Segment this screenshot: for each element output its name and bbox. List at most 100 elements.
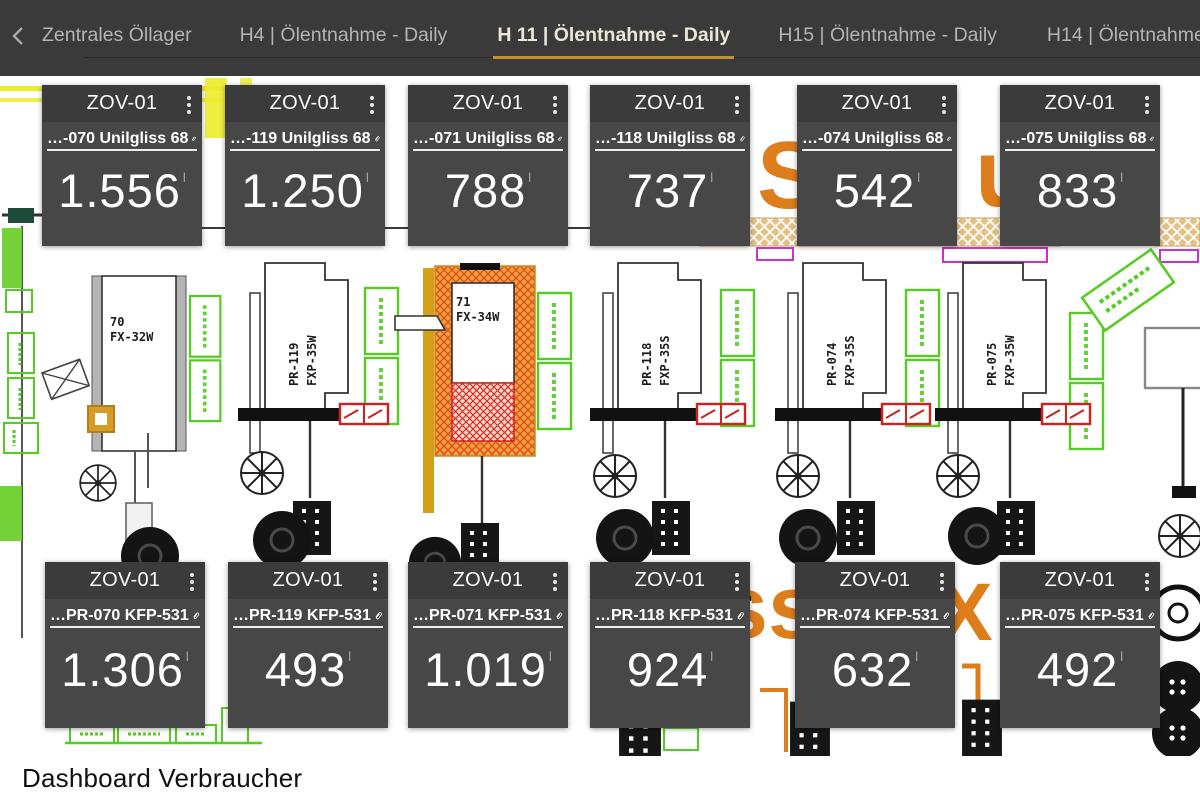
tab-h14-oelentnahme[interactable]: H14 | Ölentnahme - Daily (1046, 24, 1200, 46)
tile-link-label: …-071 Unilgliss 68 (413, 130, 555, 147)
tilted-green-tag (1080, 247, 1176, 333)
machine-pr119-fxp35w: PR-119 FXP-35W (238, 262, 400, 571)
tile-link-label: …PR-118 KFP-531 (595, 607, 733, 624)
tile-link[interactable]: …PR-070 KFP-531 (50, 607, 200, 628)
tile-unit: l (915, 649, 919, 664)
tile-header[interactable]: ZOV-01 (408, 85, 568, 122)
tile-link[interactable]: …PR-119 KFP-531 (233, 607, 383, 628)
tile-link[interactable]: …-071 Unilgliss 68 (413, 130, 563, 151)
tile-link[interactable]: …-119 Unilgliss 68 (230, 130, 380, 151)
tile-value-number: 1.019 (424, 643, 547, 696)
tile-value: 924 l (590, 646, 750, 693)
tile-link[interactable]: …-118 Unilgliss 68 (595, 130, 745, 151)
paperclip-icon (947, 136, 952, 142)
tab-h11-oelentnahme-active[interactable]: H 11 | Ölentnahme - Daily (493, 24, 735, 59)
tile-value-number: 1.306 (61, 643, 184, 696)
tile-link[interactable]: …-075 Unilgliss 68 (1005, 130, 1155, 151)
tile-header[interactable]: ZOV-01 (590, 562, 750, 599)
tile-link-label: …-119 Unilgliss 68 (230, 130, 371, 147)
kebab-menu-icon[interactable] (1143, 92, 1151, 118)
kpi-tile-bottom-1: ZOV-01 …PR-070 KFP-531 1.306 l (45, 562, 205, 728)
paperclip-icon (1148, 612, 1154, 620)
svg-text:PR-119: PR-119 (287, 343, 301, 386)
kebab-menu-icon[interactable] (938, 569, 946, 595)
paperclip-icon (374, 136, 380, 142)
tile-header[interactable]: ZOV-01 (228, 562, 388, 599)
tab-zentrales-oellager[interactable]: Zentrales Öllager (42, 24, 192, 46)
kebab-menu-icon[interactable] (551, 92, 559, 118)
tile-value-number: 1.556 (58, 164, 181, 217)
kpi-tile-bottom-3: ZOV-01 …PR-071 KFP-531 1.019 l (408, 562, 568, 728)
tile-link-label: …PR-074 KFP-531 (800, 607, 939, 624)
kebab-menu-icon[interactable] (368, 92, 376, 118)
tile-title: ZOV-01 (89, 569, 161, 591)
tile-value: 1.556 l (42, 167, 202, 214)
tile-value-number: 833 (1036, 164, 1119, 217)
tile-value-number: 632 (831, 643, 914, 696)
tile-link-label: …PR-071 KFP-531 (413, 607, 552, 624)
tile-value-number: 492 (1036, 643, 1119, 696)
tile-header[interactable]: ZOV-01 (42, 85, 202, 122)
svg-text:PR-118: PR-118 (640, 343, 654, 386)
machine-70-fx32w: 70 FX-32W (40, 275, 223, 587)
tile-value-number: 493 (264, 643, 347, 696)
tile-header[interactable]: ZOV-01 (1000, 562, 1160, 599)
tab-h15-oelentnahme[interactable]: H15 | Ölentnahme - Daily (778, 24, 997, 46)
tile-header[interactable]: ZOV-01 (590, 85, 750, 122)
svg-text:FXP-35S: FXP-35S (843, 335, 857, 386)
tile-value: 1.250 l (225, 167, 385, 214)
tile-title: ZOV-01 (634, 569, 706, 591)
tile-title: ZOV-01 (272, 569, 344, 591)
machine-partial-right (1143, 326, 1200, 558)
tile-value-number: 788 (444, 164, 527, 217)
kebab-menu-icon[interactable] (551, 569, 559, 595)
tile-value: 788 l (408, 167, 568, 214)
machine-71-fx34w-highlighted: 71 FX-34W (394, 263, 573, 591)
tile-link[interactable]: …PR-075 KFP-531 (1005, 607, 1155, 628)
kebab-menu-icon[interactable] (1143, 569, 1151, 595)
tile-value: 542 l (797, 167, 957, 214)
tile-link-label: …PR-070 KFP-531 (50, 607, 189, 624)
tile-header[interactable]: ZOV-01 (795, 562, 955, 599)
paperclip-icon (556, 612, 562, 620)
tile-link-label: …-118 Unilgliss 68 (595, 130, 736, 147)
svg-text:FXP-35S: FXP-35S (658, 335, 672, 386)
tile-unit: l (528, 170, 532, 185)
tile-unit: l (917, 170, 921, 185)
tile-link-label: …-070 Unilgliss 68 (47, 130, 189, 147)
paperclip-icon (739, 136, 745, 142)
tile-title: ZOV-01 (269, 92, 341, 114)
tab-h4-oelentnahme[interactable]: H4 | Ölentnahme - Daily (239, 24, 448, 46)
tile-header[interactable]: ZOV-01 (45, 562, 205, 599)
kebab-menu-icon[interactable] (733, 569, 741, 595)
kpi-tile-top-1: ZOV-01 …-070 Unilgliss 68 1.556 l (42, 85, 202, 246)
kebab-menu-icon[interactable] (185, 92, 193, 118)
tile-value: 493 l (228, 646, 388, 693)
tile-unit: l (710, 649, 714, 664)
kebab-menu-icon[interactable] (733, 92, 741, 118)
tile-link[interactable]: …PR-074 KFP-531 (800, 607, 950, 628)
back-chevron-icon[interactable] (8, 24, 30, 48)
svg-text:FX-34W: FX-34W (456, 310, 500, 324)
kebab-menu-icon[interactable] (940, 92, 948, 118)
paperclip-icon (558, 136, 563, 142)
tile-title: ZOV-01 (452, 569, 524, 591)
tile-header[interactable]: ZOV-01 (408, 562, 568, 599)
tile-unit: l (182, 170, 186, 185)
tile-header[interactable]: ZOV-01 (797, 85, 957, 122)
tile-header[interactable]: ZOV-01 (225, 85, 385, 122)
svg-text:FXP-35W: FXP-35W (305, 335, 319, 386)
tile-value-number: 1.250 (241, 164, 364, 217)
kebab-menu-icon[interactable] (371, 569, 379, 595)
tile-link[interactable]: …-070 Unilgliss 68 (47, 130, 197, 151)
tile-value-number: 542 (833, 164, 916, 217)
tile-header[interactable]: ZOV-01 (1000, 85, 1160, 122)
tile-value: 737 l (590, 167, 750, 214)
tile-link-label: …PR-075 KFP-531 (1005, 607, 1144, 624)
tile-link[interactable]: …PR-118 KFP-531 (595, 607, 745, 628)
tile-link[interactable]: …PR-071 KFP-531 (413, 607, 563, 628)
coil-stack (1149, 584, 1200, 758)
tile-value: 632 l (795, 646, 955, 693)
kebab-menu-icon[interactable] (188, 569, 196, 595)
tile-link[interactable]: …-074 Unilgliss 68 (802, 130, 952, 151)
